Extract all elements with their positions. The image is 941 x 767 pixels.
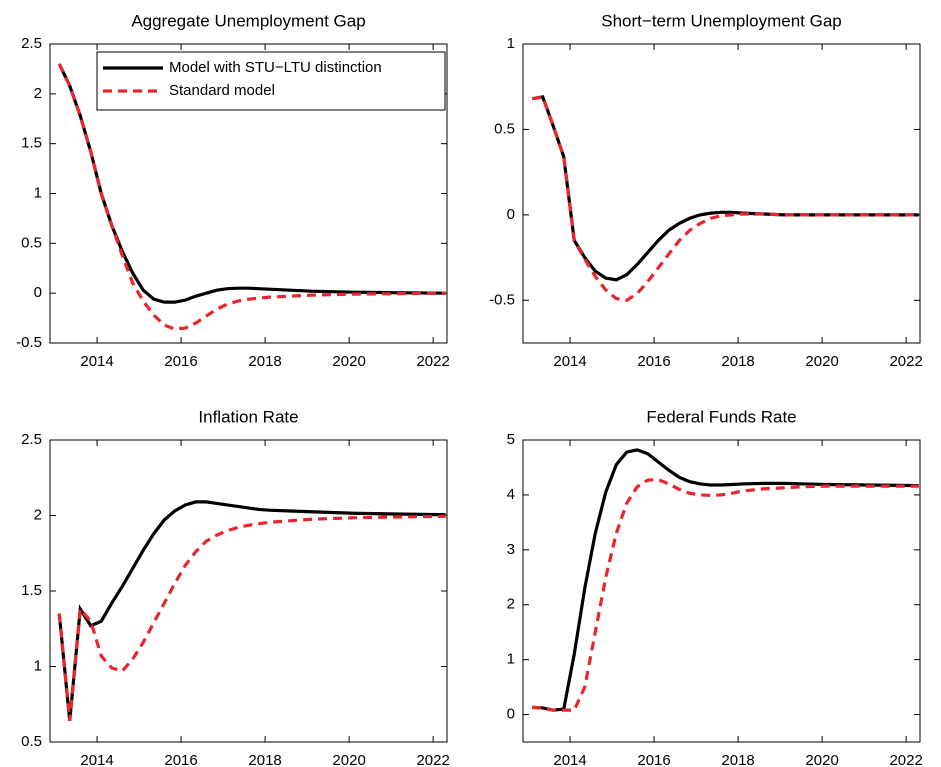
x-tick-label: 2018 — [721, 353, 754, 370]
series-line — [532, 477, 919, 712]
chart-title: Aggregate Unemployment Gap — [131, 11, 365, 30]
y-tick-label: 1 — [507, 651, 515, 668]
x-tick-label: 2016 — [637, 752, 670, 767]
y-tick-label: 0.5 — [21, 733, 42, 750]
chart-title: Federal Funds Rate — [646, 407, 796, 426]
axes-box — [522, 43, 921, 344]
x-tick-label: 2018 — [248, 353, 281, 370]
legend-box — [96, 51, 446, 111]
series-line — [57, 514, 446, 722]
x-tick-label: 2020 — [332, 353, 365, 370]
series-line — [531, 95, 919, 302]
legend-label: Standard model — [169, 82, 275, 99]
chart-title: Short−term Unemployment Gap — [601, 11, 841, 30]
y-tick-label: 1 — [34, 184, 42, 201]
y-tick-label: 1.5 — [21, 135, 42, 152]
y-tick-label: 0 — [34, 284, 42, 301]
x-tick-label: 2022 — [889, 752, 922, 767]
x-tick-label: 2020 — [805, 353, 838, 370]
x-tick-label: 2022 — [416, 752, 449, 767]
x-tick-label: 2016 — [164, 353, 197, 370]
x-tick-label: 2020 — [805, 752, 838, 767]
y-tick-label: 5 — [507, 431, 515, 448]
y-tick-label: 0 — [507, 706, 515, 723]
x-tick-label: 2014 — [553, 353, 586, 370]
x-tick-label: 2014 — [553, 752, 586, 767]
series-line — [57, 63, 446, 331]
y-tick-label: 2 — [34, 506, 42, 523]
y-tick-label: 3 — [507, 541, 515, 558]
chart-title: Inflation Rate — [198, 407, 298, 426]
plot-area — [523, 44, 920, 343]
x-tick-label: 2016 — [164, 752, 197, 767]
x-tick-label: 2014 — [80, 353, 113, 370]
y-tick-label: 2.5 — [21, 431, 42, 448]
y-tick-label: 2 — [34, 85, 42, 102]
y-tick-label: 1 — [34, 657, 42, 674]
y-tick-label: 0 — [507, 206, 515, 223]
x-tick-label: 2022 — [416, 353, 449, 370]
y-tick-label: -0.5 — [16, 334, 42, 351]
axes-box — [49, 439, 448, 743]
series-line — [532, 448, 919, 712]
x-tick-label: 2020 — [332, 752, 365, 767]
x-tick-label: 2014 — [80, 752, 113, 767]
legend-label: Model with STU−LTU distinction — [169, 59, 382, 76]
x-tick-label: 2018 — [721, 752, 754, 767]
series-line — [57, 63, 446, 304]
y-tick-label: 1.5 — [21, 582, 42, 599]
y-tick-label: 4 — [507, 486, 515, 503]
x-tick-label: 2018 — [248, 752, 281, 767]
series-line — [57, 500, 446, 722]
plot-area — [523, 440, 920, 742]
y-tick-label: 0.5 — [494, 120, 515, 137]
plot-area — [50, 440, 447, 742]
axes-box — [522, 439, 921, 743]
y-tick-label: -0.5 — [489, 291, 515, 308]
x-tick-label: 2022 — [889, 353, 922, 370]
y-tick-label: 2.5 — [21, 35, 42, 52]
axes-box — [49, 43, 448, 344]
x-tick-label: 2016 — [637, 353, 670, 370]
y-tick-label: 1 — [507, 35, 515, 52]
y-tick-label: 2 — [507, 596, 515, 613]
y-tick-label: 0.5 — [21, 234, 42, 251]
